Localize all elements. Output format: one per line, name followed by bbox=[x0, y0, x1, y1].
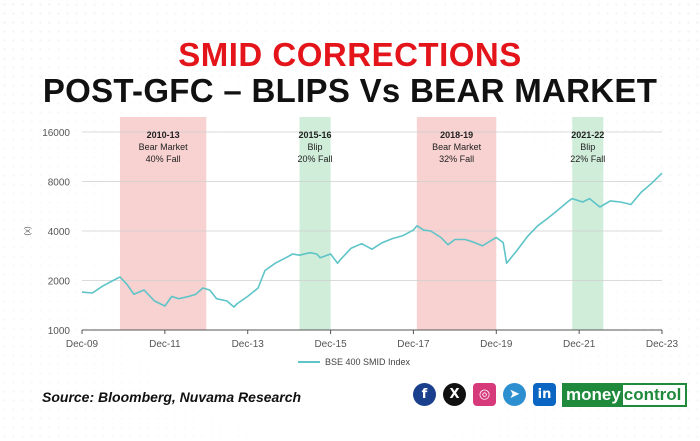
band-period-label: 2021-22 bbox=[571, 130, 604, 140]
legend-label: BSE 400 SMID Index bbox=[325, 357, 411, 367]
y-axis-label: (x) bbox=[23, 226, 32, 236]
y-tick-label: 16000 bbox=[42, 128, 70, 139]
band-period-label: 2010-13 bbox=[147, 130, 180, 140]
linkedin-icon[interactable]: in bbox=[533, 383, 556, 406]
brand-part-1: money bbox=[562, 383, 623, 407]
band-fall-label: 32% Fall bbox=[439, 154, 474, 164]
band-type-label: Bear Market bbox=[139, 142, 189, 152]
band-blip-2015-16 bbox=[299, 117, 331, 330]
social-links: f X ◎ ➤ in bbox=[413, 383, 563, 406]
facebook-icon[interactable]: f bbox=[413, 383, 436, 406]
band-fall-label: 40% Fall bbox=[146, 154, 181, 164]
band-bear-2018-19 bbox=[416, 117, 497, 330]
telegram-icon[interactable]: ➤ bbox=[503, 383, 526, 406]
band-period-label: 2018-19 bbox=[440, 130, 473, 140]
series-line bbox=[81, 172, 663, 308]
y-tick-label: 8000 bbox=[48, 178, 71, 189]
chart-legend: BSE 400 SMID Index bbox=[298, 357, 410, 367]
y-tick-label: 2000 bbox=[48, 277, 71, 288]
x-tick-label: Dec-17 bbox=[397, 339, 430, 350]
band-type-label: Blip bbox=[308, 142, 323, 152]
x-tick-label: Dec-23 bbox=[646, 339, 679, 350]
x-icon[interactable]: X bbox=[443, 383, 466, 406]
band-fall-label: 20% Fall bbox=[298, 154, 333, 164]
x-tick-label: Dec-19 bbox=[480, 339, 513, 350]
x-tick-label: Dec-09 bbox=[66, 339, 99, 350]
x-tick-label: Dec-13 bbox=[232, 339, 265, 350]
y-tick-label: 1000 bbox=[48, 326, 71, 337]
band-blip-2021-22 bbox=[572, 117, 604, 330]
band-type-label: Blip bbox=[580, 142, 595, 152]
brand-part-2: control bbox=[622, 383, 688, 407]
band-type-label: Bear Market bbox=[432, 142, 482, 152]
x-tick-label: Dec-11 bbox=[149, 339, 181, 350]
title-line-1: SMID CORRECTIONS bbox=[178, 36, 522, 73]
title-line-2: POST-GFC – BLIPS Vs BEAR MARKET bbox=[42, 72, 658, 109]
legend-swatch bbox=[298, 361, 320, 363]
line-chart: 1000 2000 4000 8000 16000 (x) Dec-09 Dec-11 Dec-… bbox=[23, 117, 679, 350]
instagram-icon[interactable]: ◎ bbox=[473, 383, 496, 406]
x-tick-label: Dec-21 bbox=[563, 339, 596, 350]
moneycontrol-logo[interactable]: money control bbox=[562, 383, 688, 407]
x-tick-label: Dec-15 bbox=[314, 339, 347, 350]
y-tick-label: 4000 bbox=[48, 227, 71, 238]
band-period-label: 2015-16 bbox=[299, 130, 332, 140]
source-note: Source: Bloomberg, Nuvama Research bbox=[42, 389, 302, 405]
band-fall-label: 22% Fall bbox=[570, 154, 605, 164]
